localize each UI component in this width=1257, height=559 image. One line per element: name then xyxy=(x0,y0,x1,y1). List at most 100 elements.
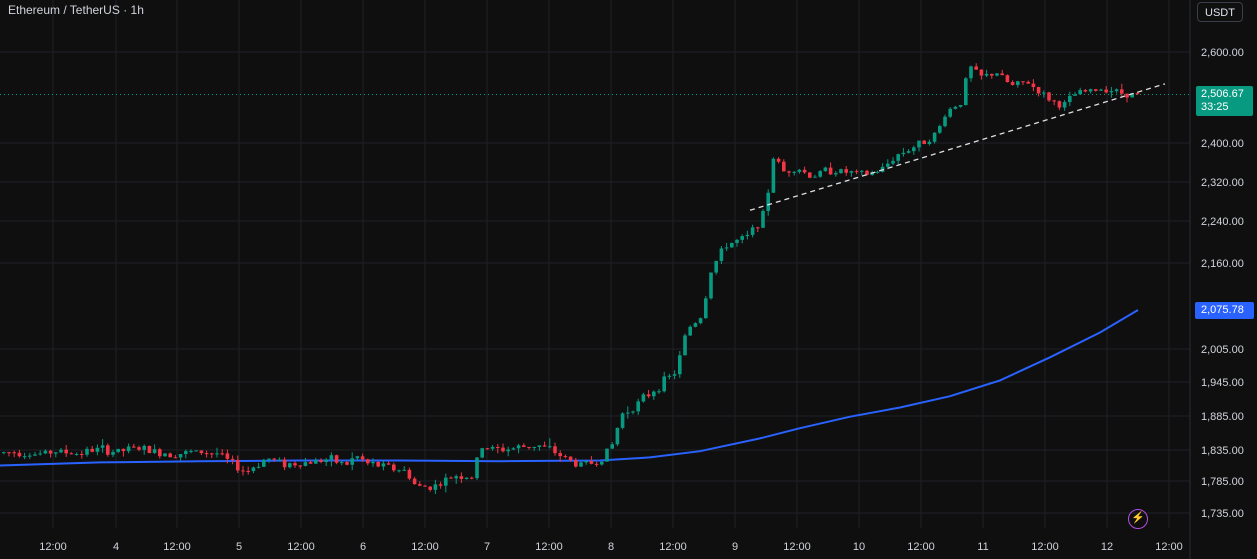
candle-body xyxy=(126,446,131,452)
candle-body xyxy=(464,477,469,479)
candle-body xyxy=(563,456,568,458)
candle-body xyxy=(683,335,687,356)
candle-body xyxy=(912,147,916,152)
candle-body xyxy=(147,445,152,454)
candle-body xyxy=(787,171,791,173)
time-tick-label: 9 xyxy=(732,541,738,553)
trendline[interactable] xyxy=(749,83,1166,211)
lightning-bolt-icon[interactable]: ⚡ xyxy=(1128,509,1148,529)
candle-body xyxy=(59,449,63,453)
symbol-name: Ethereum / TetherUS xyxy=(8,3,120,17)
candle-body xyxy=(834,173,838,175)
candles-layer xyxy=(2,63,1140,494)
candle-body xyxy=(142,445,146,450)
candle-body xyxy=(1083,90,1088,92)
time-tick-label: 12:00 xyxy=(39,541,67,553)
candle-body xyxy=(340,462,344,464)
time-tick-label: 6 xyxy=(360,541,366,553)
candle-body xyxy=(7,452,11,454)
candle-body xyxy=(267,458,271,460)
time-tick-label: 12:00 xyxy=(1031,541,1059,553)
candle-body xyxy=(256,466,261,468)
candle-body xyxy=(38,453,42,455)
time-tick-label: 12:00 xyxy=(1155,541,1183,553)
candle-body xyxy=(33,454,37,456)
candle-body xyxy=(54,452,58,454)
candle-body xyxy=(28,455,32,457)
candle-body xyxy=(288,463,292,468)
candle-body xyxy=(906,151,911,153)
price-tick-label: 2,240.00 xyxy=(1201,216,1244,228)
candle-body xyxy=(901,152,906,155)
time-tick-label: 5 xyxy=(236,541,242,553)
time-tick-label: 11 xyxy=(977,541,988,553)
candle-body xyxy=(672,374,677,376)
price-tick-label: 1,785.00 xyxy=(1201,476,1244,488)
candle-body xyxy=(69,453,74,455)
price-tick-label: 1,885.00 xyxy=(1201,411,1244,423)
candle-body xyxy=(350,458,354,465)
candle-body xyxy=(251,467,256,472)
candle-body xyxy=(194,450,198,452)
grid-layer xyxy=(0,0,1191,559)
symbol-separator: · xyxy=(123,3,128,17)
candle-body xyxy=(1078,90,1082,95)
candle-body xyxy=(433,484,438,490)
candle-body xyxy=(241,470,245,472)
candle-body xyxy=(558,453,562,457)
price-tick-label: 1,735.00 xyxy=(1201,508,1244,520)
candle-body xyxy=(860,170,864,172)
candle-body xyxy=(693,323,698,327)
ema-line-layer xyxy=(0,309,1139,467)
candle-body xyxy=(1135,93,1140,95)
candle-body xyxy=(1021,81,1025,83)
candle-body xyxy=(1031,83,1036,88)
candle-body xyxy=(979,69,984,76)
price-tick-label: 2,320.00 xyxy=(1201,177,1244,189)
candle-body xyxy=(948,108,952,117)
candle-body xyxy=(199,450,204,454)
candle-body xyxy=(490,446,495,449)
price-tick-label: 1,945.00 xyxy=(1201,377,1244,389)
candle-body xyxy=(719,248,724,261)
trendline-layer[interactable] xyxy=(749,83,1166,211)
candle-body xyxy=(698,318,703,324)
candle-body xyxy=(158,449,162,457)
candle-body xyxy=(730,242,734,248)
candle-body xyxy=(886,163,890,167)
candle-body xyxy=(329,455,334,460)
candle-body xyxy=(995,73,999,76)
candle-body xyxy=(823,167,828,172)
candle-body xyxy=(756,227,760,229)
candle-body xyxy=(1130,93,1134,98)
candle-body xyxy=(516,445,521,449)
candle-body xyxy=(12,452,16,454)
candle-body xyxy=(1005,75,1010,83)
candle-body xyxy=(397,470,401,472)
time-tick-label: 12:00 xyxy=(287,541,315,553)
candle-body xyxy=(184,451,188,455)
candle-body xyxy=(626,412,630,414)
candle-body xyxy=(709,272,713,299)
candle-body xyxy=(454,476,458,479)
candle-body xyxy=(173,457,178,459)
candle-body xyxy=(236,459,240,471)
candle-body xyxy=(631,411,635,413)
currency-button[interactable]: USDT xyxy=(1197,2,1243,22)
candle-body xyxy=(605,448,609,462)
candle-body xyxy=(511,448,516,450)
candle-body xyxy=(958,105,963,107)
candle-body xyxy=(308,462,313,464)
candle-body xyxy=(376,461,380,467)
time-axis[interactable]: 12:00 4 12:00 5 12:00 6 12:00 7 12:00 8 12:00 9 12:0… xyxy=(39,541,1183,553)
candle-body xyxy=(1088,89,1093,92)
candle-body xyxy=(818,171,822,177)
candle-body xyxy=(1073,94,1077,96)
candle-body xyxy=(282,459,287,468)
candle-body xyxy=(761,210,765,228)
candle-body xyxy=(579,462,583,467)
candle-body xyxy=(620,413,625,428)
price-axis[interactable]: 2,600.00 2,400.00 2,320.00 2,240.00 2,160.00… xyxy=(1201,47,1244,520)
